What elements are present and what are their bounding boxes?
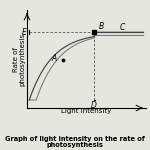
Text: D: D xyxy=(91,101,97,110)
Text: A: A xyxy=(52,54,57,63)
Text: C: C xyxy=(120,23,125,32)
X-axis label: Light intensity: Light intensity xyxy=(61,108,111,114)
Text: E: E xyxy=(22,28,27,37)
Text: B: B xyxy=(98,22,104,31)
Text: Graph of light intensity on the rate of
photosynthesis: Graph of light intensity on the rate of … xyxy=(5,135,145,148)
Y-axis label: Rate of
photosynthesis: Rate of photosynthesis xyxy=(13,33,26,86)
